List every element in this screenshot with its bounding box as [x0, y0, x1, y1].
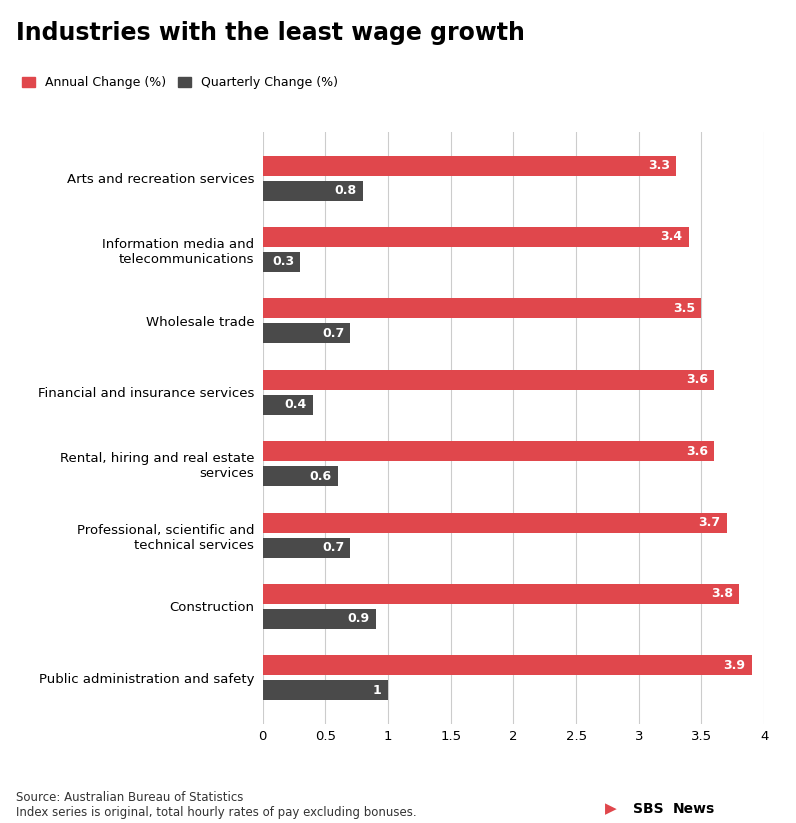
Text: 3.3: 3.3	[648, 159, 670, 172]
Text: 0.6: 0.6	[310, 470, 332, 482]
Bar	[263, 441, 714, 461]
Text: SBS: SBS	[633, 802, 663, 816]
Bar	[263, 537, 350, 557]
Text: Source: Australian Bureau of Statistics
Index series is original, total hourly r: Source: Australian Bureau of Statistics …	[16, 791, 416, 819]
Bar	[263, 156, 677, 175]
Legend: Annual Change (%), Quarterly Change (%): Annual Change (%), Quarterly Change (%)	[22, 77, 338, 89]
Bar	[263, 395, 313, 415]
Text: 1: 1	[373, 684, 382, 697]
Bar	[263, 513, 727, 532]
Bar	[263, 655, 751, 676]
Text: 0.3: 0.3	[272, 255, 294, 268]
Text: 3.9: 3.9	[724, 659, 745, 672]
Text: 3.4: 3.4	[661, 230, 683, 244]
Text: 3.6: 3.6	[685, 444, 708, 458]
Bar	[263, 609, 376, 629]
Bar	[263, 370, 714, 390]
Bar	[263, 227, 689, 247]
Bar	[263, 466, 338, 486]
Text: 0.4: 0.4	[284, 398, 306, 412]
Text: 3.5: 3.5	[673, 302, 695, 315]
Bar	[263, 681, 388, 700]
Text: 0.9: 0.9	[347, 612, 369, 625]
Bar	[263, 252, 300, 272]
Text: 3.7: 3.7	[698, 516, 720, 529]
Bar	[263, 180, 363, 201]
Text: 3.6: 3.6	[685, 374, 708, 386]
Text: 0.8: 0.8	[334, 184, 357, 197]
Text: 0.7: 0.7	[322, 541, 344, 554]
Text: 3.8: 3.8	[711, 588, 733, 601]
Text: Industries with the least wage growth: Industries with the least wage growth	[16, 21, 525, 44]
Bar	[263, 323, 350, 343]
Text: ▶: ▶	[605, 802, 617, 816]
Text: News: News	[673, 802, 715, 816]
Bar	[263, 299, 701, 319]
Text: 0.7: 0.7	[322, 327, 344, 340]
Bar	[263, 584, 739, 604]
